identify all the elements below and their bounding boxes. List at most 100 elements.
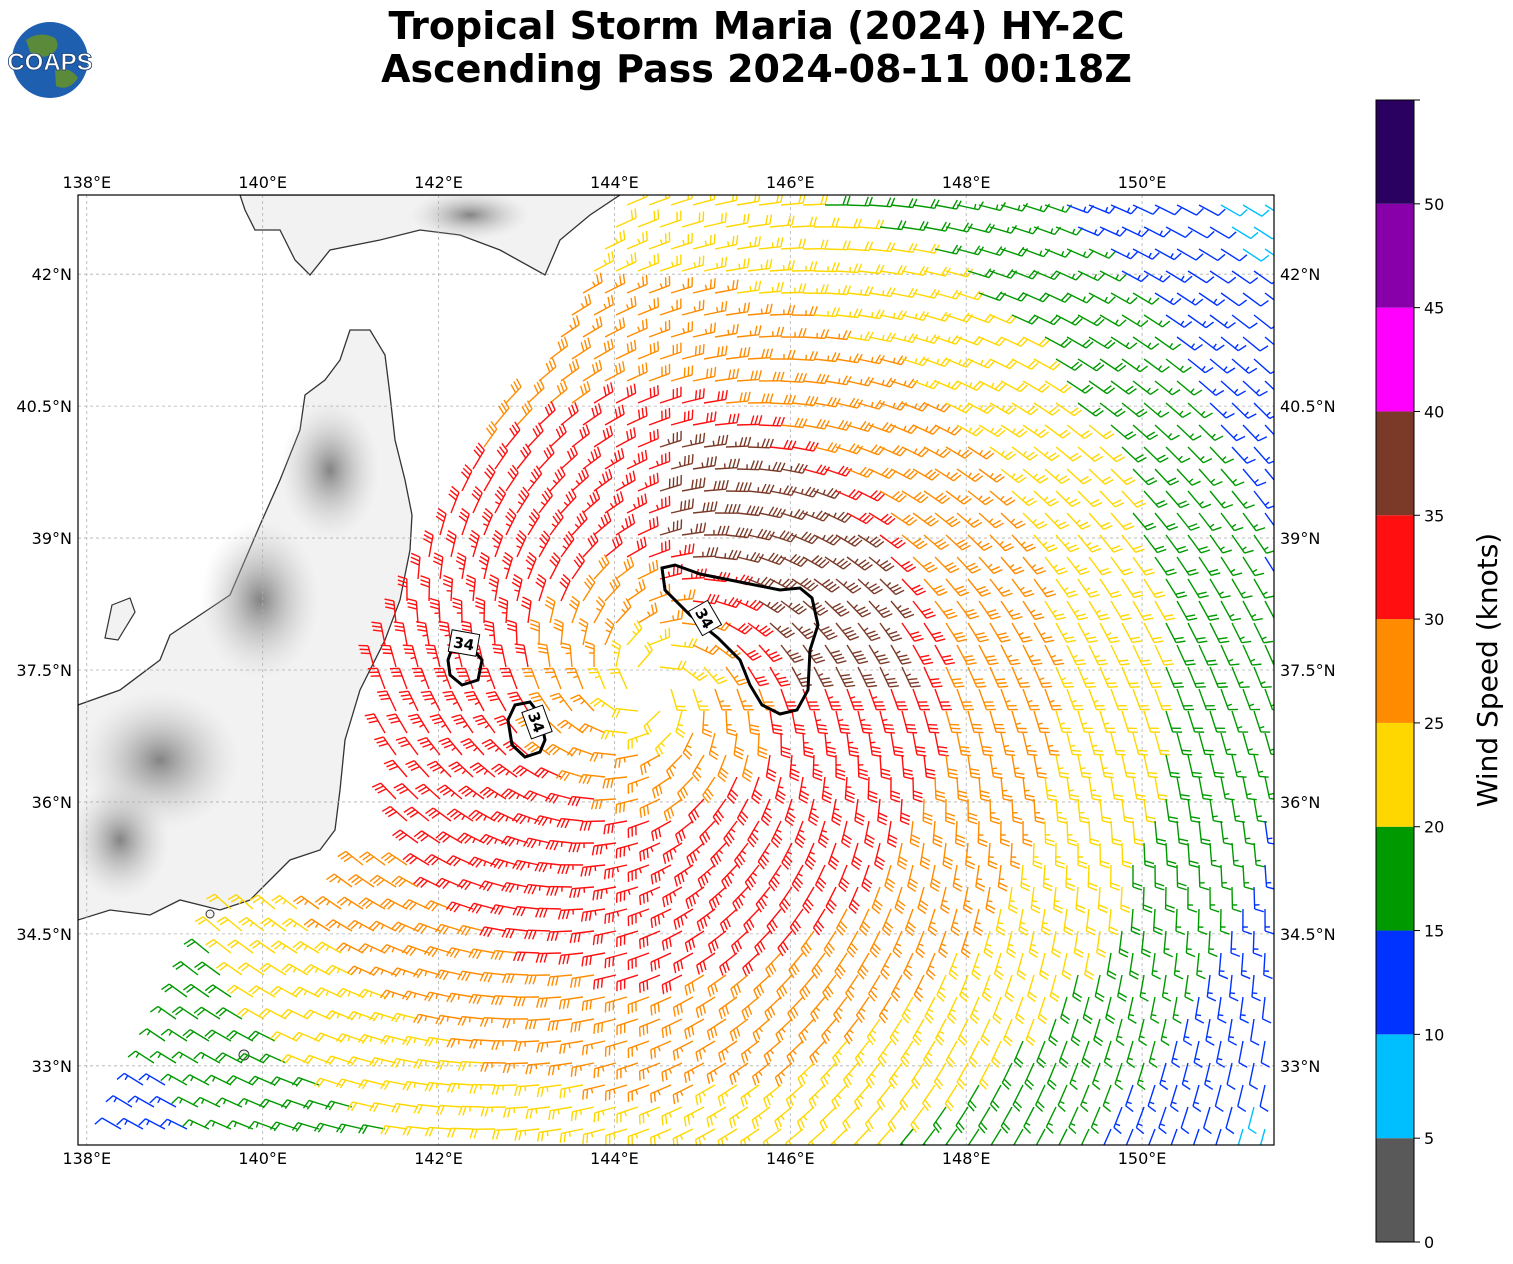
wind-barb <box>1011 358 1039 370</box>
wind-barb <box>747 303 773 316</box>
lat-tick-label-left: 40.5°N <box>16 397 72 416</box>
wind-barb <box>1242 424 1268 442</box>
wind-barb <box>1044 512 1070 530</box>
logo-text: COAPS <box>7 49 92 76</box>
wind-barb <box>978 246 1007 257</box>
wind-barb <box>525 551 537 580</box>
wind-barb <box>1099 402 1126 418</box>
wind-barb <box>725 302 751 316</box>
wind-barb <box>934 380 963 391</box>
wind-barb <box>1099 270 1127 282</box>
wind-barb <box>725 436 752 448</box>
wind-barb <box>901 490 929 504</box>
colorbar-bin <box>1376 1138 1414 1242</box>
wind-barb <box>1242 204 1270 217</box>
wind-barb <box>1121 358 1149 373</box>
wind-barb <box>460 464 473 492</box>
wind-barb <box>1088 248 1116 259</box>
wind-barb <box>1044 380 1072 394</box>
wind-barb <box>670 321 694 338</box>
wind-barb <box>989 225 1018 234</box>
wind-barb <box>956 512 983 528</box>
colorbar-tick-label: 50 <box>1424 195 1444 214</box>
wind-barb <box>835 534 863 547</box>
wind-barb <box>571 294 592 316</box>
wind-barb <box>857 399 886 410</box>
wind-barb <box>967 534 993 551</box>
wind-barb <box>1198 512 1222 532</box>
wind-barb <box>989 314 1018 325</box>
wind-barb <box>505 464 519 492</box>
wind-barb <box>1121 314 1149 328</box>
wind-barb <box>1209 226 1237 239</box>
lat-tick-label-right: 34.5°N <box>1280 925 1336 944</box>
wind-barb <box>549 509 564 536</box>
lat-tick-label-left: 37.5°N <box>16 661 72 680</box>
wind-barb <box>527 422 544 448</box>
wind-barb <box>659 475 682 492</box>
lat-tick-label-right: 36°N <box>1280 793 1320 812</box>
wind-barb <box>956 468 984 483</box>
wind-barb <box>901 578 926 596</box>
lon-tick-label-bottom: 138°E <box>62 1149 111 1168</box>
wind-barb <box>637 209 660 228</box>
wind-barb <box>505 421 521 448</box>
wind-barb <box>1231 490 1255 509</box>
colorbar-tick-label: 10 <box>1424 1025 1444 1044</box>
terrain-shade <box>410 195 530 240</box>
wind-barb <box>967 223 996 234</box>
wind-barb <box>1176 336 1203 351</box>
wind-barb <box>824 556 852 570</box>
lat-tick-label-right: 33°N <box>1280 1057 1320 1076</box>
wind-barb <box>1044 556 1068 575</box>
wind-barb <box>1198 424 1224 442</box>
wind-barb <box>1055 534 1080 553</box>
wind-barb <box>912 556 938 573</box>
wind-barb <box>725 391 751 404</box>
wind-barb <box>1198 292 1226 306</box>
wind-barb <box>813 217 840 228</box>
wind-barb <box>681 522 707 536</box>
wind-barb <box>670 195 693 206</box>
wind-barb <box>560 402 579 426</box>
wind-barb <box>593 468 613 492</box>
wind-barb <box>1198 556 1221 577</box>
wind-barb <box>1077 402 1104 417</box>
wind-barb <box>813 442 842 454</box>
wind-barb <box>846 420 875 433</box>
colorbar-bin <box>1376 1034 1414 1139</box>
wind-barb <box>560 488 577 514</box>
wind-barb <box>491 529 504 558</box>
wind-barb <box>1022 292 1051 303</box>
wind-barb <box>648 275 671 294</box>
wind-barb <box>934 289 963 300</box>
wind-barb <box>736 460 763 471</box>
wind-barb <box>1198 380 1225 396</box>
colorbar-bin <box>1376 722 1414 827</box>
wind-barb <box>1000 380 1028 393</box>
wind-barb <box>1209 314 1236 329</box>
wind-barb <box>813 578 840 593</box>
wind-barb <box>1220 292 1248 307</box>
chart-title-line-2: Ascending Pass 2024-08-11 00:18Z <box>381 47 1132 91</box>
wind-barb <box>549 336 569 360</box>
wind-barb <box>802 373 830 385</box>
wind-barb <box>835 308 863 319</box>
wind-barb <box>736 195 761 206</box>
wind-barb <box>1198 204 1226 217</box>
wind-barb <box>527 508 541 536</box>
wind-barb <box>1088 336 1116 350</box>
wind-barb <box>637 385 660 404</box>
wind-barb <box>626 362 648 382</box>
wind-barb <box>945 578 970 597</box>
wind-barb <box>758 195 783 206</box>
colorbar-bin <box>1376 515 1414 620</box>
colorbar-bin <box>1376 930 1414 1035</box>
lon-tick-label-top: 148°E <box>942 173 991 192</box>
wind-barb <box>571 337 592 360</box>
wind-barb <box>934 512 961 528</box>
wind-barb <box>1077 534 1102 553</box>
lat-tick-label-right: 40.5°N <box>1280 397 1336 416</box>
wind-barb <box>890 468 918 480</box>
